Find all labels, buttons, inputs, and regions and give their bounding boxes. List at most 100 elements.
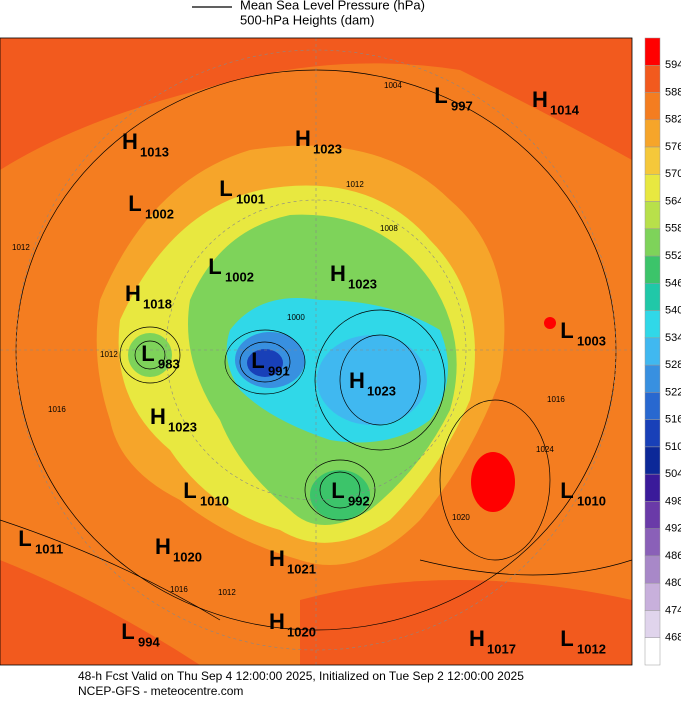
center-letter: H: [349, 368, 365, 393]
colorbar-box: [644, 446, 661, 475]
colorbar-box: [644, 364, 661, 393]
contour-label: 1012: [218, 588, 236, 597]
colorbar-box: [644, 92, 661, 121]
contour-label: 1020: [452, 513, 470, 522]
colorbar-box: [644, 337, 661, 366]
center-letter: H: [469, 626, 485, 651]
colorbar-label: 528: [665, 359, 681, 371]
colorbar-label: 594: [665, 59, 681, 71]
center-letter: L: [560, 478, 573, 503]
colorbar-box: [644, 255, 661, 284]
contour-label: 1000: [287, 313, 305, 322]
colorbar-box: [644, 555, 661, 584]
center-letter: H: [269, 609, 285, 634]
center-value: 1011: [35, 541, 63, 556]
center-letter: H: [532, 87, 548, 112]
contour-label: 1016: [48, 405, 66, 414]
colorbar-label: 534: [665, 332, 681, 344]
center-letter: L: [331, 478, 344, 503]
colorbar-box: [644, 419, 661, 448]
center-value: 1020: [173, 549, 202, 564]
center-value: 1002: [145, 206, 174, 221]
center-value: 1010: [577, 493, 606, 508]
contour-label: 1012: [12, 243, 30, 252]
center-letter: L: [18, 526, 31, 551]
center-value: 1003: [577, 333, 606, 348]
colorbar-label: 570: [665, 168, 681, 180]
center-value: 1017: [487, 641, 516, 656]
colorbar-label: 516: [665, 414, 681, 426]
legend-text: 500-hPa Heights (dam): [240, 12, 374, 27]
colorbar-label: 510: [665, 441, 681, 453]
colorbar-label: 552: [665, 250, 681, 262]
colorbar-label: 522: [665, 386, 681, 398]
colorbar-box: [644, 582, 661, 611]
colorbar-label: 546: [665, 277, 681, 289]
center-letter: L: [208, 254, 221, 279]
colorbar-box: [644, 174, 661, 202]
center-value: 1023: [168, 419, 197, 434]
colorbar-label: 486: [665, 550, 681, 562]
center-letter: H: [295, 126, 311, 151]
center-value: 1023: [367, 383, 396, 398]
contour-label: 1012: [100, 350, 118, 359]
center-letter: H: [122, 129, 138, 154]
colorbar-label: 564: [665, 195, 681, 207]
colorbar-label: 504: [665, 468, 681, 480]
map-frame: [0, 37, 633, 666]
colorbar-box: [644, 528, 661, 557]
colorbar-box: [644, 501, 661, 529]
colorbar: 594 588 582 576 570 564 558 552 546 540 534 528 522 5…: [644, 37, 681, 666]
center-value: 1018: [143, 296, 172, 311]
colorbar-label: 558: [665, 223, 681, 235]
colorbar-label: 588: [665, 86, 681, 98]
center-letter: H: [269, 546, 285, 571]
colorbar-box: [644, 392, 661, 420]
colorbar-label: 480: [665, 577, 681, 589]
center-value: 997: [451, 98, 473, 113]
center-value: 994: [138, 634, 160, 649]
colorbar-box: [644, 146, 661, 175]
colorbar-label: 474: [665, 604, 681, 616]
colorbar-box: [644, 637, 661, 666]
colorbar-label: 582: [665, 114, 681, 126]
center-letter: L: [141, 341, 154, 366]
center-value: 1023: [313, 141, 342, 156]
footer-text: NCEP-GFS - meteocentre.com: [78, 684, 243, 698]
contour-label: 1012: [346, 180, 364, 189]
colorbar-box: [644, 228, 661, 257]
colorbar-label: 492: [665, 523, 681, 535]
center-value: 992: [348, 493, 370, 508]
center-value: 1020: [287, 624, 316, 639]
contour-label: 1016: [170, 585, 188, 594]
center-letter: H: [125, 281, 141, 306]
center-value: 1010: [200, 493, 229, 508]
colorbar-box: [644, 310, 661, 339]
legend-text: Mean Sea Level Pressure (hPa): [240, 0, 425, 12]
center-value: 1012: [577, 641, 606, 656]
center-value: 983: [158, 356, 180, 371]
center-letter: H: [330, 261, 346, 286]
center-letter: L: [560, 626, 573, 651]
header: Mean Sea Level Pressure (hPa) 500-hPa He…: [192, 0, 425, 27]
colorbar-box: [644, 65, 661, 93]
center-letter: L: [219, 176, 232, 201]
colorbar-label: 576: [665, 141, 681, 153]
footer-text: 48-h Fcst Valid on Thu Sep 4 12:00:00 20…: [78, 669, 524, 683]
center-letter: L: [121, 619, 134, 644]
colorbar-label: 498: [665, 495, 681, 507]
center-value: 1021: [287, 561, 316, 576]
colorbar-box: [644, 283, 661, 311]
colorbar-box: [644, 119, 661, 148]
colorbar-box: [644, 37, 661, 66]
contour-label: 1008: [380, 224, 398, 233]
center-value: 1013: [140, 144, 169, 159]
center-value: 1014: [550, 102, 580, 117]
center-value: 991: [268, 363, 290, 378]
colorbar-label: 468: [665, 632, 681, 644]
center-letter: L: [434, 83, 447, 108]
center-value: 1002: [225, 269, 254, 284]
center-letter: L: [560, 318, 573, 343]
